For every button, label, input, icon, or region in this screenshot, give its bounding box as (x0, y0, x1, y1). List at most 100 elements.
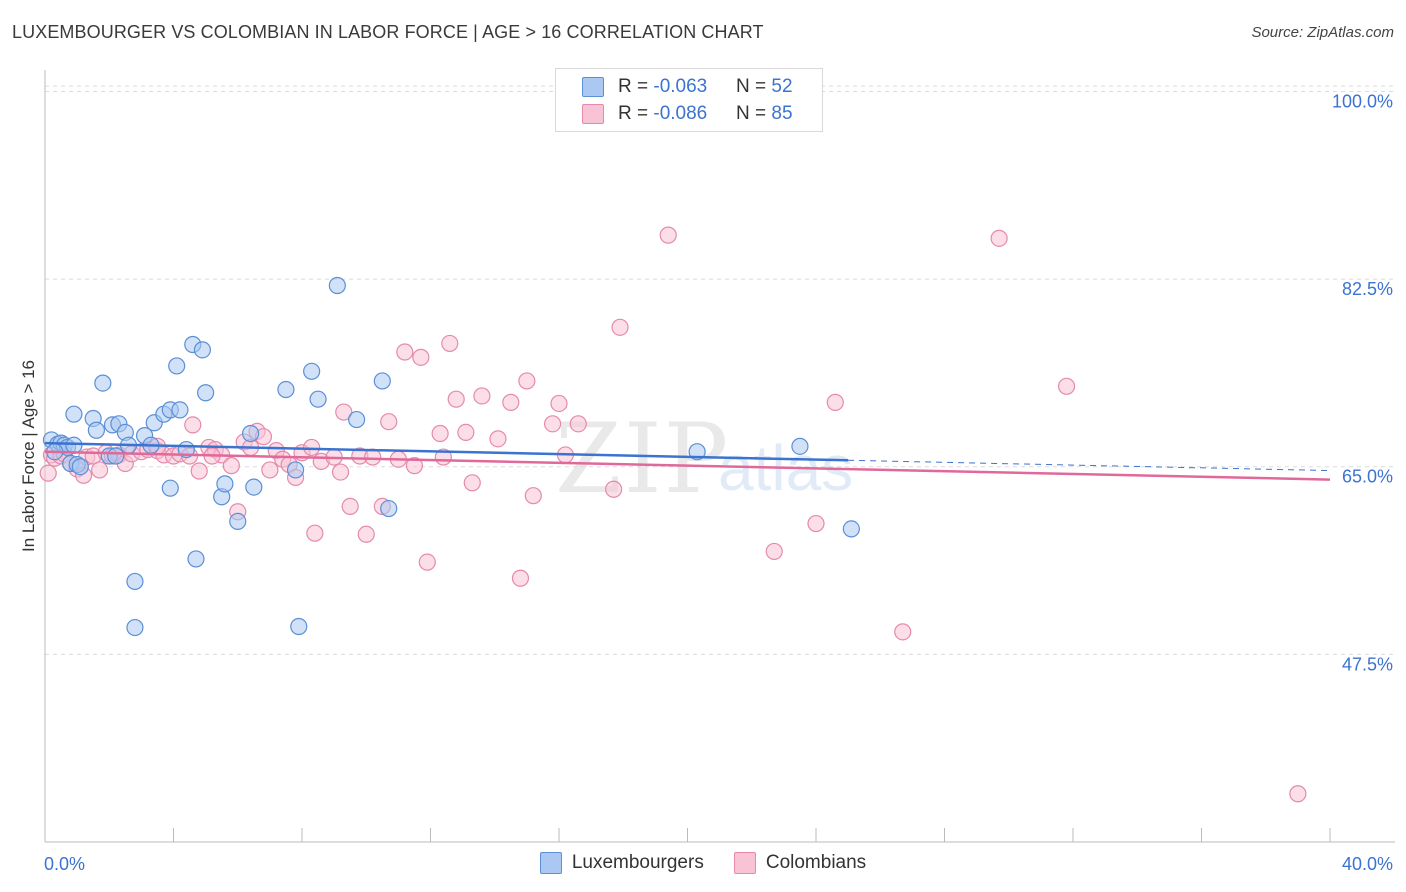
colombian-point (518, 372, 536, 390)
luxembourger-point (242, 424, 260, 443)
r-value-luxembourgers: -0.063 (653, 76, 708, 97)
luxembourger-point (126, 572, 144, 591)
colombian-point (306, 524, 324, 542)
colombian-point (335, 403, 353, 421)
correlation-legend: R = -0.063 N = 52 R = -0.086 N = 85 (555, 68, 823, 132)
colombian-point (261, 461, 279, 479)
colombian-point (990, 229, 1008, 247)
colombian-point (431, 424, 449, 443)
luxembourger-point (842, 520, 860, 538)
trend-lines (44, 441, 1331, 481)
colombian-point (659, 226, 677, 244)
luxembourgers-trend-line (44, 441, 849, 462)
colombian-point (807, 514, 825, 533)
luxembourger-point (688, 443, 706, 461)
luxembourger-point (65, 436, 83, 454)
colombian-point (447, 390, 465, 408)
colombian-point (418, 553, 436, 571)
luxembourger-point (87, 421, 106, 439)
x-tick-label-min: 0.0% (44, 854, 85, 874)
colombian-point (184, 416, 202, 434)
y-tick-label: 100.0% (1332, 91, 1393, 111)
n-value-colombians: 85 (771, 103, 793, 124)
colombian-point (331, 463, 350, 481)
luxembourger-point (328, 276, 346, 295)
luxembourger-point (348, 410, 366, 429)
pink-swatch (733, 852, 756, 874)
luxembourger-point (168, 357, 186, 375)
luxembourger-point (107, 447, 125, 465)
luxembourger-point (187, 550, 205, 568)
y-tick-label: 47.5% (1342, 654, 1393, 674)
luxembourger-point (193, 341, 212, 359)
luxembourger-point (245, 478, 263, 496)
colombian-point (611, 318, 629, 336)
colombian-point (605, 480, 623, 498)
colombian-point (489, 430, 507, 448)
n-label: N = (736, 103, 772, 124)
source-label: Source: ZipAtlas.com (1251, 24, 1394, 41)
colombian-point (473, 387, 491, 405)
legend-label-luxembourgers: Luxembourgers (571, 852, 704, 873)
colombian-point (543, 415, 562, 433)
luxembourger-point (65, 405, 83, 423)
luxembourger-point (216, 475, 234, 493)
y-tick-label: 82.5% (1342, 279, 1393, 299)
colombian-point (502, 393, 520, 411)
luxembourger-point (791, 437, 809, 455)
grid-lines (45, 85, 1395, 655)
luxembourger-point (171, 401, 189, 419)
chart-title: LUXEMBOURGER VS COLOMBIAN IN LABOR FORCE… (12, 22, 764, 42)
luxembourger-point (197, 384, 215, 402)
legend-row-colombians: R = -0.086 N = 85 (582, 102, 793, 126)
luxembourger-point (71, 458, 89, 476)
luxembourger-point (161, 479, 179, 497)
luxembourger-point (309, 390, 327, 408)
blue-swatch (539, 852, 562, 874)
r-label: R = (618, 103, 654, 124)
y-axis-label: In Labor Force | Age > 16 (19, 360, 38, 552)
luxembourger-point (286, 461, 305, 479)
legend-label-colombians: Colombians (765, 852, 867, 873)
colombian-point (511, 569, 530, 587)
x-tick-labels: 0.0% 40.0% (44, 854, 1393, 874)
luxembourger-point (380, 499, 398, 518)
pink-swatch (582, 104, 604, 124)
n-value-luxembourgers: 52 (771, 76, 793, 97)
y-tick-labels: 47.5% 65.0% 82.5% 100.0% (1332, 91, 1393, 674)
colombian-point (826, 393, 844, 411)
colombian-point (39, 464, 57, 482)
colombian-point (412, 348, 430, 366)
colombian-point (894, 623, 912, 641)
colombian-point (524, 487, 542, 505)
luxembourger-point (229, 512, 247, 531)
colombian-point (569, 415, 587, 433)
x-tick-label-max: 40.0% (1342, 854, 1393, 874)
colombian-point (1057, 377, 1076, 395)
colombian-point (765, 542, 783, 561)
colombian-point (396, 343, 414, 361)
colombian-point (91, 461, 109, 479)
colombian-point (1289, 785, 1307, 803)
luxembourger-point (277, 380, 295, 399)
luxembourger-point (290, 617, 308, 636)
r-label: R = (618, 76, 654, 97)
colombian-point (441, 334, 459, 353)
luxembourger-point (303, 362, 321, 380)
luxembourger-point (94, 374, 112, 392)
blue-swatch (582, 77, 604, 97)
n-label: N = (736, 76, 772, 97)
colombian-point (303, 438, 321, 457)
legend-item-colombians[interactable]: Colombians (733, 852, 867, 874)
legend-item-luxembourgers[interactable]: Luxembourgers (539, 852, 704, 874)
colombian-point (463, 474, 481, 492)
legend-row-luxembourgers: R = -0.063 N = 52 (582, 75, 793, 99)
colombian-point (405, 457, 424, 475)
luxembourger-point (126, 618, 144, 637)
colombians-trend-line (44, 450, 1331, 481)
r-value-colombians: -0.086 (653, 103, 708, 124)
y-tick-label: 65.0% (1342, 467, 1393, 487)
colombian-point (190, 462, 208, 480)
colombian-point (357, 525, 375, 543)
